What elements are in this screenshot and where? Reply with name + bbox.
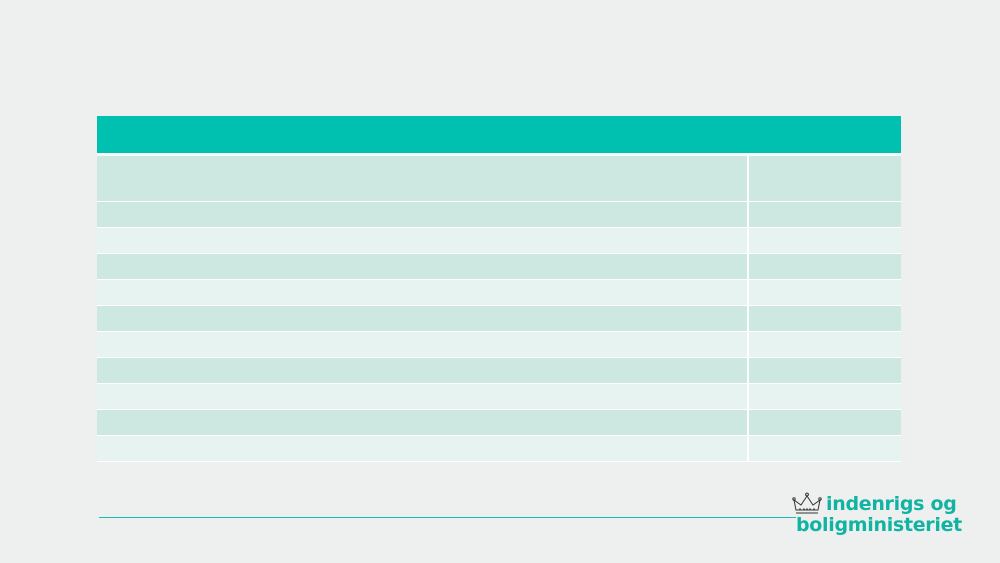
footer-divider — [99, 517, 796, 518]
data-table-container — [97, 116, 901, 462]
table-cell-value — [748, 201, 901, 228]
table-cell-label — [97, 435, 749, 462]
table-row — [97, 305, 901, 332]
table-cell-value — [748, 305, 901, 332]
table-cell-label — [97, 305, 749, 332]
table-row — [97, 253, 901, 280]
table-row — [97, 227, 901, 254]
logo-text-line1: indenrigs og — [826, 493, 957, 515]
table-cell-value — [748, 331, 901, 358]
table-cell-label — [97, 357, 749, 384]
table-cell-label — [97, 409, 749, 436]
logo-text-line2: boligministeriet — [796, 514, 962, 536]
data-table — [97, 156, 901, 462]
table-row — [97, 435, 901, 462]
table-cell-label — [97, 279, 749, 306]
table-cell-value — [748, 253, 901, 280]
table-row — [97, 331, 901, 358]
table-cell-label — [97, 156, 749, 202]
table-cell-label — [97, 227, 749, 254]
table-cell-value — [748, 357, 901, 384]
table-cell-label — [97, 253, 749, 280]
table-body — [97, 156, 901, 462]
table-cell-label — [97, 331, 749, 358]
ministry-logo: indenrigs og boligministeriet — [792, 490, 962, 540]
table-cell-value — [748, 435, 901, 462]
table-cell-value — [748, 409, 901, 436]
table-row — [97, 383, 901, 410]
table-row — [97, 201, 901, 228]
table-cell-value — [748, 156, 901, 202]
table-row — [97, 279, 901, 306]
table-cell-label — [97, 383, 749, 410]
crown-icon — [792, 492, 822, 514]
table-cell-value — [748, 279, 901, 306]
table-header-bar — [97, 116, 901, 153]
table-cell-value — [748, 383, 901, 410]
table-header-divider — [97, 153, 901, 156]
table-row — [97, 409, 901, 436]
table-row — [97, 357, 901, 384]
table-row — [97, 156, 901, 202]
table-cell-value — [748, 227, 901, 254]
table-cell-label — [97, 201, 749, 228]
